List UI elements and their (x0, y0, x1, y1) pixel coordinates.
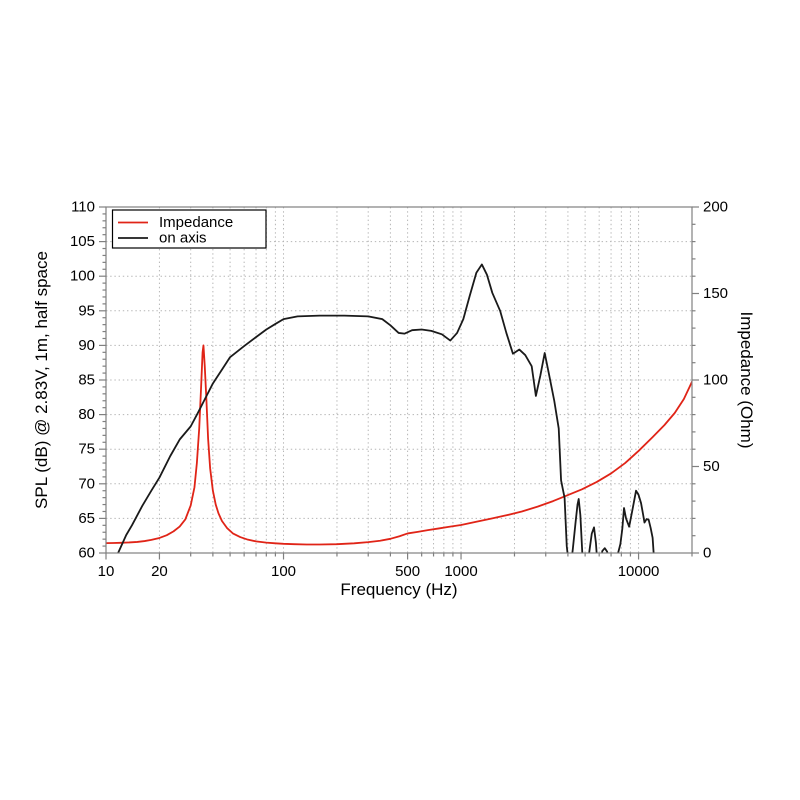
y-right-tick-label: 150 (703, 285, 728, 302)
impedance-curve (106, 344, 692, 546)
legend-box (111, 209, 267, 249)
y-left-tick-label: 110 (71, 199, 95, 216)
x-tick-label: 100 (271, 563, 296, 580)
y-right-tick-label: 200 (703, 199, 728, 216)
y-right-tick-label: 0 (703, 545, 711, 562)
x-axis-title: Frequency (Hz) (340, 580, 457, 599)
y-left-tick-label: 100 (70, 268, 95, 285)
legend-label-impedance: Impedance (159, 214, 233, 231)
y-left-tick-label: 70 (78, 475, 95, 492)
tick-layer (99, 206, 699, 560)
y-left-tick-label: 65 (78, 510, 95, 527)
x-tick-label: 500 (395, 563, 420, 580)
y-left-tick-label: 85 (78, 372, 95, 389)
y-right-axis-title: Impedance (Ohm) (737, 312, 756, 449)
y-left-tick-label: 90 (78, 337, 95, 354)
x-tick-label: 20 (151, 563, 168, 580)
x-tick-label: 1000 (444, 563, 477, 580)
y-left-axis-title: SPL (dB) @ 2.83V, 1m, half space (32, 251, 51, 509)
legend-label-on-axis: on axis (159, 230, 207, 247)
curve-layer (106, 263, 692, 553)
on-axis-curve (117, 263, 655, 553)
y-left-tick-label: 105 (70, 233, 95, 250)
y-left-tick-label: 95 (78, 302, 95, 319)
plot-frame (105, 206, 693, 554)
y-left-tick-label: 80 (78, 406, 95, 423)
y-left-tick-label: 75 (78, 441, 95, 458)
label-layer: 60 65 70 75 80 85 90 95 100 105 110 0 50 100 150 200 10 2… (70, 199, 728, 581)
y-right-tick-label: 50 (703, 458, 720, 475)
y-left-tick-label: 60 (78, 545, 95, 562)
y-right-tick-label: 100 (703, 372, 728, 389)
x-tick-label: 10000 (618, 563, 660, 580)
grid-layer (106, 207, 692, 553)
x-tick-label: 10 (98, 563, 115, 580)
